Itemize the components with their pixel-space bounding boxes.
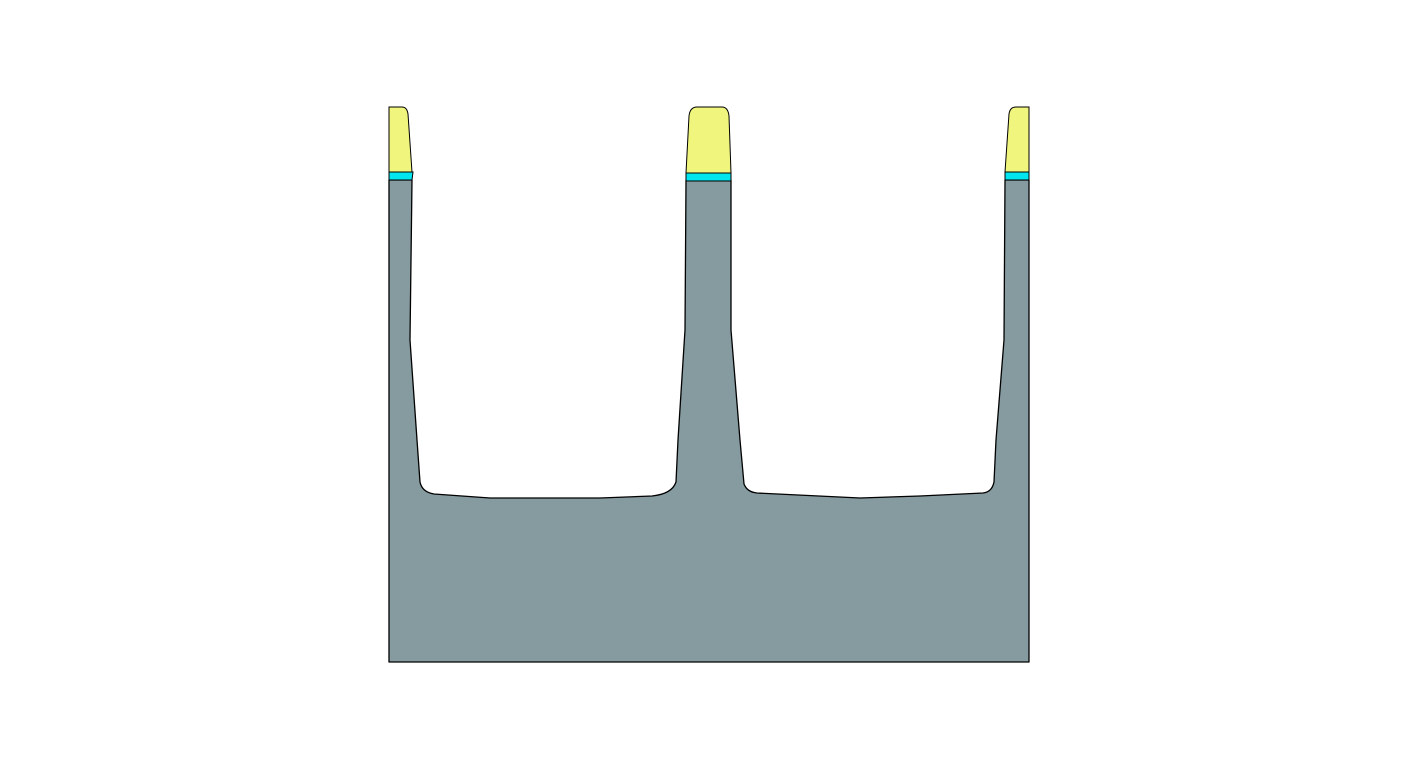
pad-oxide-center [685, 172, 732, 182]
substrate-silicon [388, 179, 1030, 663]
hard-mask-left [388, 106, 413, 173]
hard-mask-right [1004, 106, 1030, 173]
hard-mask-center [685, 106, 732, 174]
pad-oxide-right [1004, 171, 1030, 181]
pad-oxide-left [388, 171, 414, 181]
